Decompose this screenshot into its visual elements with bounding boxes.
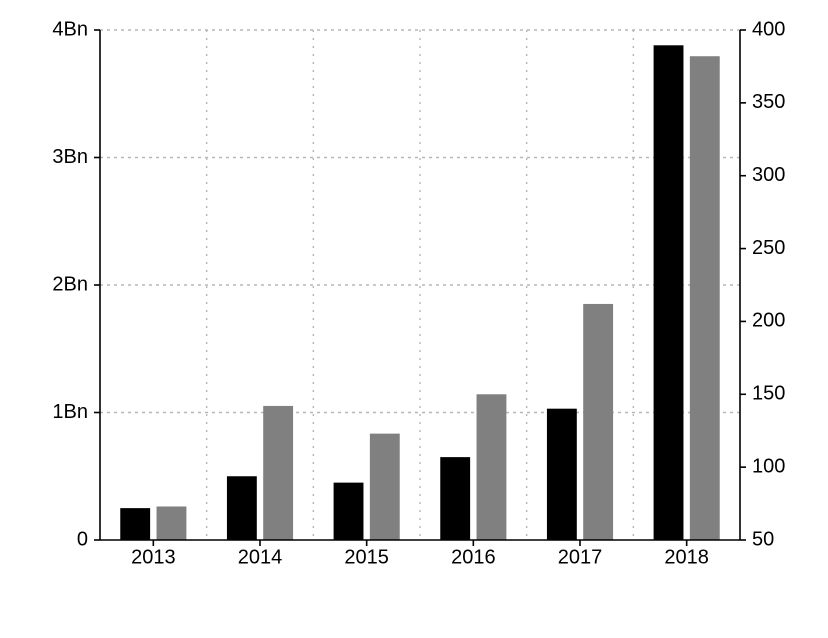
y-left-tick-label: 4Bn bbox=[52, 18, 88, 40]
bar-series2 bbox=[583, 304, 613, 540]
x-tick-label: 2018 bbox=[664, 547, 709, 569]
bar-series1 bbox=[334, 483, 364, 540]
bar-series2 bbox=[477, 394, 507, 540]
chart-svg: 0 1Bn 2Bn 3Bn 4Bn 50 100 150 200 250 300 350 400 2013… bbox=[0, 0, 828, 638]
x-tick-label: 2014 bbox=[238, 547, 283, 569]
bar-series1 bbox=[120, 508, 150, 540]
y-right-tick-label: 100 bbox=[752, 455, 785, 477]
x-tick-label: 2013 bbox=[131, 547, 176, 569]
bar-series2 bbox=[370, 434, 400, 540]
x-tick-label: 2016 bbox=[451, 547, 496, 569]
bar-series2 bbox=[157, 506, 187, 540]
bar-series2 bbox=[263, 406, 293, 540]
y-right-tick-label: 50 bbox=[752, 528, 774, 550]
y-right-tick-label: 150 bbox=[752, 383, 785, 405]
y-left-tick-label: 2Bn bbox=[52, 273, 88, 295]
y-right-tick-label: 350 bbox=[752, 91, 785, 113]
bar-series1 bbox=[440, 457, 470, 540]
bar-series2 bbox=[690, 56, 720, 540]
y-right-tick-label: 250 bbox=[752, 237, 785, 259]
y-left-tick-label: 1Bn bbox=[52, 401, 88, 423]
y-right-tick-label: 400 bbox=[752, 18, 785, 40]
x-tick-label: 2015 bbox=[344, 547, 389, 569]
y-left-tick-label: 3Bn bbox=[52, 146, 88, 168]
y-left-tick-label: 0 bbox=[77, 528, 88, 550]
dual-axis-bar-chart: 0 1Bn 2Bn 3Bn 4Bn 50 100 150 200 250 300 350 400 2013… bbox=[0, 0, 828, 638]
bar-series1 bbox=[227, 476, 257, 540]
y-right-tick-label: 200 bbox=[752, 310, 785, 332]
bar-series1 bbox=[654, 45, 684, 540]
x-tick-label: 2017 bbox=[558, 547, 603, 569]
bar-series1 bbox=[547, 409, 577, 540]
y-right-tick-label: 300 bbox=[752, 164, 785, 186]
